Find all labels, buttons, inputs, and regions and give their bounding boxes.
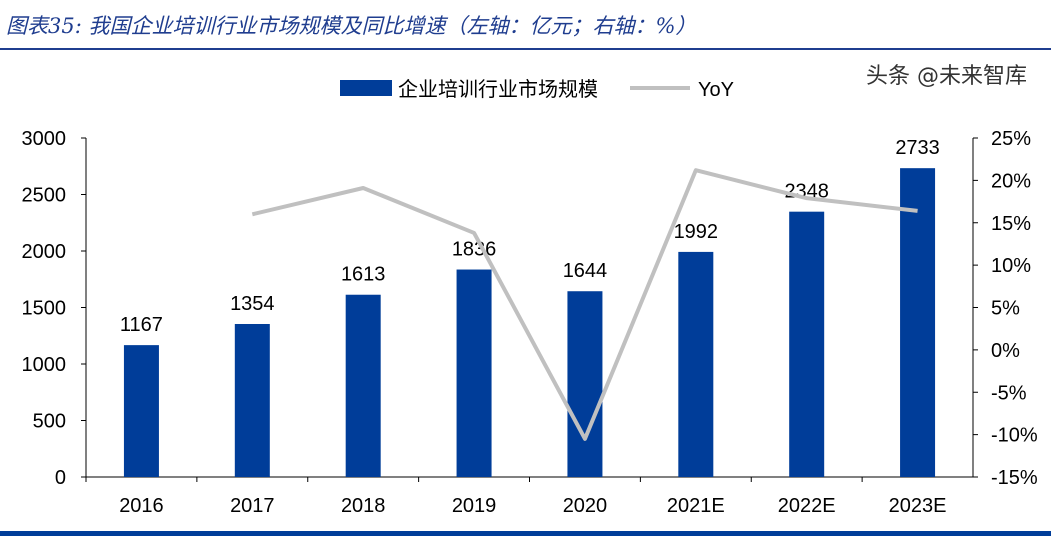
x-tick-label: 2020 <box>563 495 608 517</box>
right-tick-label: 25% <box>991 128 1031 150</box>
bar-2016 <box>123 345 159 477</box>
left-tick-label: 1000 <box>22 354 67 376</box>
legend-bar-swatch <box>340 80 392 96</box>
bar-data-label: 1354 <box>230 293 275 315</box>
bar-data-label: 1644 <box>563 260 608 282</box>
right-tick-label: 20% <box>991 170 1031 192</box>
right-tick-label: -10% <box>991 425 1038 447</box>
right-tick-label: 5% <box>991 298 1020 320</box>
x-tick-label: 2017 <box>230 495 275 517</box>
left-tick-label: 2500 <box>22 185 67 207</box>
x-tick-label: 2021E <box>667 495 725 517</box>
legend-line-label: YoY <box>698 79 734 101</box>
bar-2023E <box>900 168 936 477</box>
bar-2017 <box>234 323 270 477</box>
bar-data-label: 2733 <box>895 137 940 159</box>
left-tick-label: 2000 <box>22 241 67 263</box>
x-tick-label: 2016 <box>119 495 164 517</box>
right-tick-label: -5% <box>991 382 1027 404</box>
right-tick-label: 15% <box>991 213 1031 235</box>
title-divider <box>0 48 1051 50</box>
left-tick-label: 3000 <box>22 128 67 150</box>
x-tick-label: 2022E <box>778 495 836 517</box>
bar-data-label: 1167 <box>120 314 163 336</box>
bar-data-label: 1613 <box>341 264 386 286</box>
right-tick-label: 0% <box>991 340 1020 362</box>
bar-2022E <box>789 211 825 477</box>
left-tick-label: 0 <box>55 467 66 489</box>
bar-2020 <box>567 291 603 477</box>
right-tick-label: -15% <box>991 467 1038 489</box>
legend-bar-label: 企业培训行业市场规模 <box>398 78 598 101</box>
chart-title: 图表35: 我国企业培训行业市场规模及同比增速（左轴：亿元；右轴：%） <box>6 14 697 38</box>
bottom-divider <box>0 531 1051 536</box>
x-tick-label: 2019 <box>452 495 497 517</box>
bar-2018 <box>345 294 381 477</box>
x-tick-label: 2018 <box>341 495 386 517</box>
right-tick-label: 10% <box>991 255 1031 277</box>
yoy-line <box>251 168 918 441</box>
x-tick-label: 2023E <box>889 495 947 517</box>
bar-data-label: 1992 <box>674 221 719 243</box>
bar-2021E <box>678 251 714 477</box>
bar-data-label: 1836 <box>452 239 497 261</box>
left-tick-label: 1500 <box>22 298 67 320</box>
watermark: 头条 @未来智库 <box>866 64 1027 89</box>
left-tick-label: 500 <box>33 411 66 433</box>
bar-2019 <box>456 269 492 477</box>
